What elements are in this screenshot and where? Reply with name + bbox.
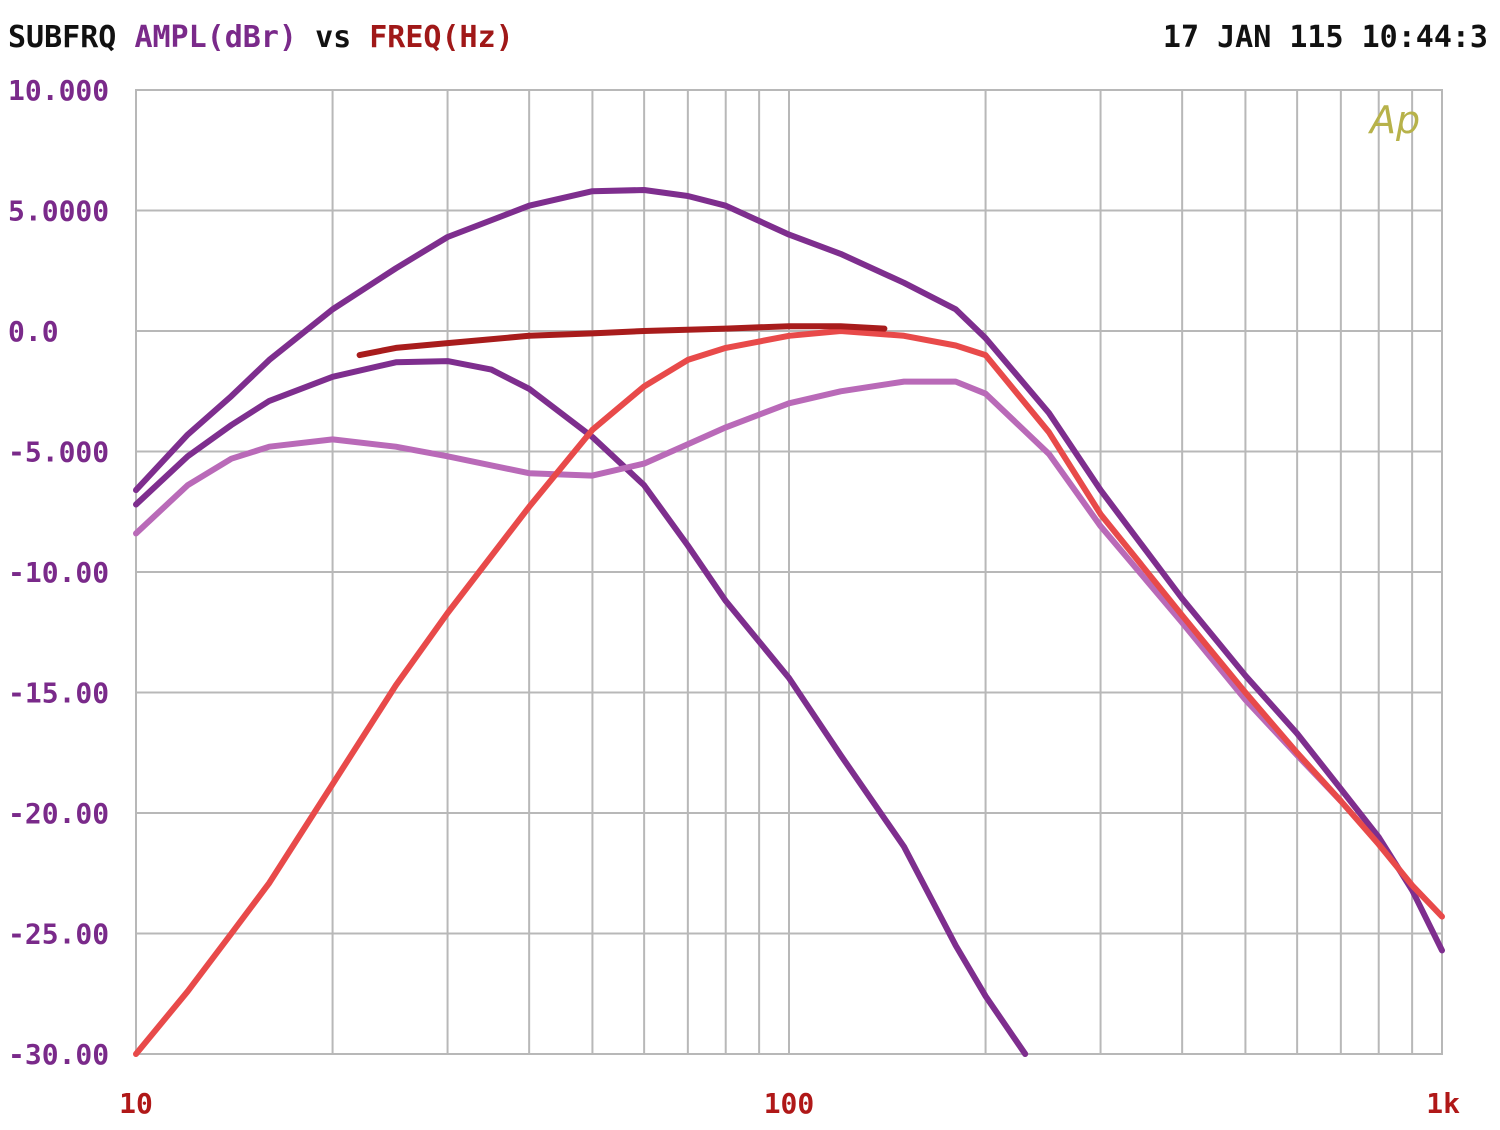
ap-logo: Ap xyxy=(1367,98,1420,142)
y-tick-label: -30.00 xyxy=(8,1038,109,1071)
y-tick-label: 5.0000 xyxy=(8,195,109,228)
series-line-3 xyxy=(133,378,1344,804)
vs-label: vs xyxy=(315,20,351,55)
x-tick-label: 100 xyxy=(764,1087,815,1120)
series-line-4 xyxy=(133,328,1445,1057)
series-line-2 xyxy=(133,358,1029,1057)
title-prefix: SUBFRQ xyxy=(8,20,116,55)
plot-border xyxy=(135,89,1443,1055)
grid xyxy=(135,89,1443,1055)
header: SUBFRQ AMPL(dBr) vs FREQ(Hz) 17 JAN 115 … xyxy=(8,20,1488,55)
series-line-1 xyxy=(133,187,1445,954)
y-tick-label: -5.000 xyxy=(8,436,109,469)
y-tick-label: -20.00 xyxy=(8,797,109,830)
y-tick-label: -10.00 xyxy=(8,556,109,589)
x-tick-labels: 10 100 1k xyxy=(119,1087,1460,1120)
x-axis-label: FREQ(Hz) xyxy=(369,20,514,55)
timestamp: 17 JAN 115 10:44:3 xyxy=(1163,20,1488,55)
chart-title: SUBFRQ AMPL(dBr) vs FREQ(Hz) xyxy=(8,20,514,55)
x-tick-label: 10 xyxy=(119,1087,153,1120)
y-axis-label: AMPL(dBr) xyxy=(134,20,297,55)
y-tick-label: 10.000 xyxy=(8,74,109,107)
series-line-5 xyxy=(356,323,888,359)
x-tick-label: 1k xyxy=(1426,1087,1460,1120)
y-tick-labels: 10.000 5.0000 0.0 -5.000 -10.00 -15.00 -20.00 -… xyxy=(8,74,109,1071)
series-layer xyxy=(133,187,1445,1057)
y-tick-label: 0.0 xyxy=(8,315,59,348)
y-tick-label: -25.00 xyxy=(8,918,109,951)
y-tick-label: -15.00 xyxy=(8,677,109,710)
